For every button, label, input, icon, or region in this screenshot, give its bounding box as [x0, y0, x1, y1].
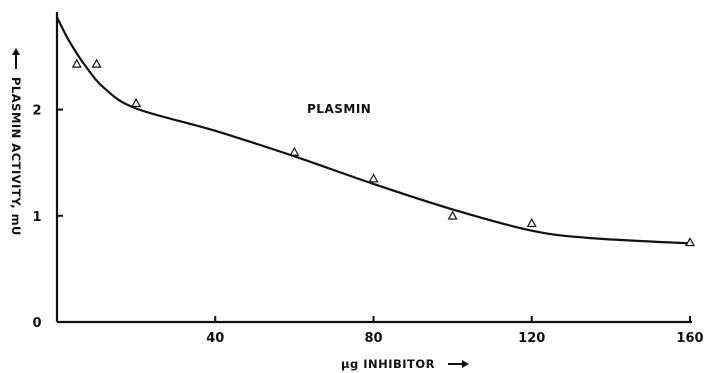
- data-point-triangle: [447, 210, 458, 220]
- data-point-triangle: [368, 173, 379, 183]
- x-axis-arrow-icon: [448, 360, 469, 368]
- x-axis-ticks: 40 80 120 160: [206, 316, 704, 346]
- y-tick-label: 2: [32, 104, 41, 119]
- data-point-triangle: [684, 237, 696, 247]
- data-point-triangle: [91, 58, 102, 68]
- y-axis-label: PLASMIN ACTIVITY, mU: [9, 77, 23, 236]
- x-axis-title: µg INHIBITOR: [341, 357, 469, 371]
- x-tick-label: 80: [364, 331, 382, 346]
- data-point-triangle: [71, 58, 82, 68]
- y-axis-ticks: 0 1 2: [32, 104, 63, 331]
- data-point-triangle: [131, 97, 142, 108]
- x-axis-label: µg INHIBITOR: [341, 357, 435, 371]
- x-tick-label: 40: [206, 331, 224, 346]
- x-tick-label: 160: [676, 331, 703, 346]
- data-point-triangle: [526, 217, 537, 228]
- y-axis-title: PLASMIN ACTIVITY, mU: [9, 48, 23, 236]
- x-tick-label: 120: [518, 331, 545, 346]
- series-annotation: PLASMIN: [307, 102, 371, 116]
- data-points: [71, 58, 696, 247]
- y-tick-label: 1: [32, 210, 41, 225]
- y-tick-label: 0: [32, 316, 41, 331]
- fitted-curve: [55, 16, 692, 245]
- y-axis-arrow-icon: [12, 48, 20, 69]
- data-point-triangle: [289, 146, 300, 156]
- plot-frame: [55, 12, 692, 324]
